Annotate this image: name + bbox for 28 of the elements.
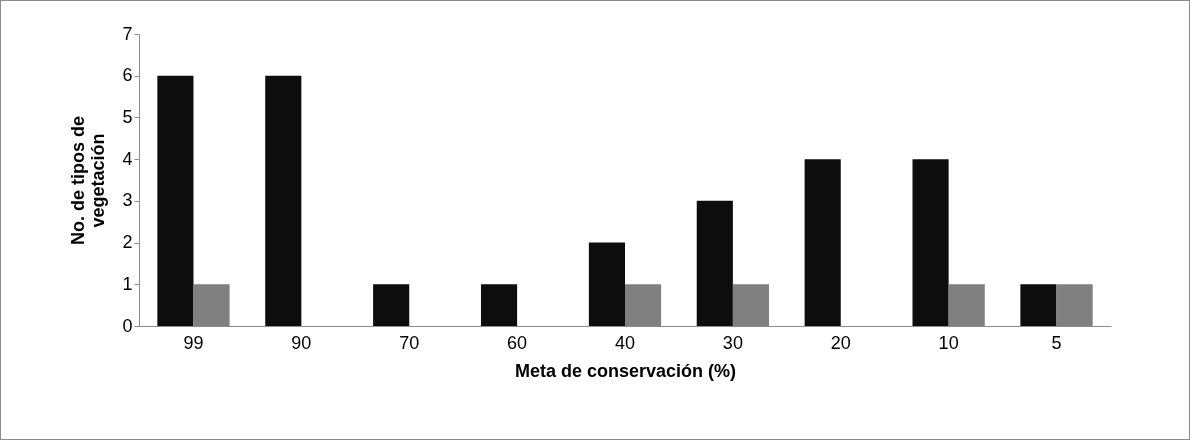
y-tick-label: 0 (122, 315, 133, 336)
x-tick-label: 20 (830, 332, 851, 353)
bar (804, 159, 841, 326)
bar (912, 159, 949, 326)
x-tick-label: 70 (399, 332, 420, 353)
x-tick-label: 40 (614, 332, 636, 353)
x-axis-title: Meta de conservación (%) (514, 360, 737, 381)
x-tick-label: 60 (507, 332, 528, 353)
bar (1020, 284, 1057, 326)
x-tick-label: 10 (938, 332, 959, 353)
x-tick-label: 5 (1051, 332, 1062, 353)
x-tick-label: 90 (291, 332, 312, 353)
bar (373, 284, 410, 326)
y-tick-label: 6 (122, 65, 133, 86)
y-tick-label: 3 (122, 190, 133, 211)
y-tick-label: 5 (122, 106, 133, 127)
y-axis-title: No. de tipos de vegetación (68, 115, 109, 246)
y-tick-label: 1 (122, 273, 133, 294)
bar (157, 75, 194, 326)
y-tick-label: 4 (122, 148, 133, 169)
x-tick-label: 30 (722, 332, 743, 353)
bar (588, 242, 625, 326)
x-tick-label: 99 (183, 332, 204, 353)
bar (480, 284, 518, 326)
bar (696, 200, 733, 326)
bar (265, 75, 302, 326)
y-tick-label: 7 (122, 23, 133, 44)
y-tick-label: 2 (122, 232, 133, 253)
